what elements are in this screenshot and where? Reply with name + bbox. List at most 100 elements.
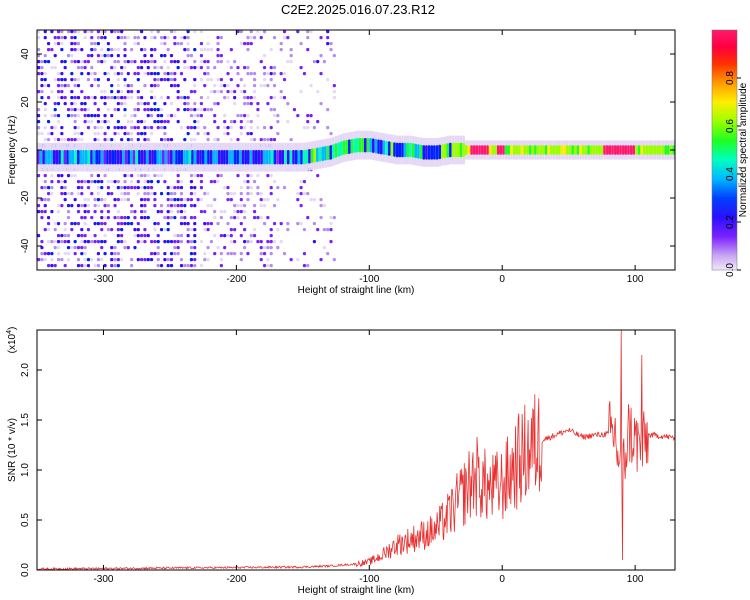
spectrogram-cell bbox=[329, 48, 333, 52]
spectrogram-cell bbox=[193, 138, 197, 142]
spectrogram-cell bbox=[93, 114, 97, 118]
spectrogram-cell bbox=[56, 240, 61, 244]
spectrogram-cell bbox=[153, 66, 157, 70]
spectrogram-cell bbox=[43, 54, 47, 58]
spectrogram-cell bbox=[249, 150, 253, 165]
spectrogram-cell bbox=[120, 240, 124, 244]
spectrogram-cell bbox=[120, 96, 124, 100]
spectrogram-cell bbox=[95, 150, 99, 165]
spectrogram-cell bbox=[143, 150, 146, 165]
spectrogram-cell bbox=[576, 145, 580, 155]
spectrogram-cell bbox=[50, 30, 54, 34]
snr-y-axis-label: SNR (10 * v/v) bbox=[7, 418, 18, 482]
spectrogram-cell bbox=[249, 186, 253, 190]
spectrogram-cell bbox=[140, 216, 144, 220]
spectrogram-cell bbox=[203, 48, 207, 52]
spectrogram-cell bbox=[173, 246, 177, 250]
spectrogram-cell bbox=[206, 246, 210, 250]
spectrogram-cell bbox=[96, 126, 101, 130]
snr-x-ticks: -300 -200 -100 0 100 bbox=[93, 330, 644, 585]
spectrogram-cell bbox=[127, 150, 130, 165]
spectrogram-cell bbox=[56, 210, 61, 214]
spectrogram-cell bbox=[149, 60, 154, 64]
spectrogram-cell bbox=[113, 198, 117, 202]
spectrogram-cell bbox=[216, 90, 220, 94]
spectrogram-cell bbox=[83, 234, 87, 238]
spectrogram-cell bbox=[98, 150, 101, 165]
spectrogram-cell bbox=[196, 150, 200, 165]
spectrogram-cell bbox=[43, 72, 47, 76]
spectrogram-cell bbox=[90, 96, 94, 100]
spectrogram-cell bbox=[531, 145, 535, 155]
spectrogram-cell bbox=[96, 78, 101, 82]
spectrogram-cell bbox=[116, 102, 120, 106]
spectrogram-cell bbox=[90, 120, 94, 124]
spectrogram-cell bbox=[216, 60, 220, 64]
spectrogram-cell bbox=[106, 186, 110, 190]
spectrogram-cell bbox=[302, 228, 307, 232]
spectrogram-cell bbox=[523, 145, 527, 155]
spectrogram-cell bbox=[189, 108, 194, 112]
spectrogram-cell bbox=[76, 204, 81, 208]
spectrogram-cell bbox=[123, 102, 127, 106]
spectrogram-cell bbox=[156, 234, 160, 238]
spectrogram-cell bbox=[306, 192, 310, 196]
spectrogram-cell bbox=[172, 150, 176, 165]
spectrogram-cell bbox=[133, 186, 137, 190]
spectrogram-cell bbox=[173, 36, 177, 40]
spectrogram-cell bbox=[249, 174, 253, 178]
spectrogram-cell bbox=[239, 234, 243, 238]
spectrogram-cell bbox=[56, 72, 61, 76]
spectrogram-cell bbox=[143, 108, 147, 112]
spectrogram-cell bbox=[239, 120, 243, 124]
spectrogram-cell bbox=[581, 145, 585, 155]
spectrogram-cell bbox=[229, 234, 233, 238]
spectrogram-cell bbox=[282, 78, 287, 82]
spectrogram-cell bbox=[63, 78, 67, 82]
spectrogram-cell bbox=[43, 114, 47, 118]
spectrogram-cell bbox=[113, 204, 117, 208]
spectrogram-cell bbox=[189, 264, 194, 268]
spectrogram-cell bbox=[120, 138, 124, 142]
spectrogram-cell bbox=[233, 216, 237, 220]
spectrogram-cell bbox=[587, 145, 590, 155]
spectrogram-cell bbox=[120, 72, 124, 76]
spectrogram-cell bbox=[302, 192, 307, 196]
spectrogram-cell bbox=[73, 198, 77, 202]
spectrogram-cell bbox=[83, 66, 87, 70]
spectrogram-cell bbox=[56, 246, 61, 250]
spectrogram-cell bbox=[296, 114, 300, 118]
spectrogram-cell bbox=[106, 210, 110, 214]
spectrogram-cell bbox=[319, 36, 323, 40]
spectrogram-cell bbox=[183, 216, 187, 220]
spectrogram-cell bbox=[76, 138, 81, 142]
spectrogram-cell bbox=[110, 228, 114, 232]
spectrogram-cell bbox=[401, 142, 404, 158]
spectrogram-cell bbox=[216, 126, 220, 130]
spectrogram-cell bbox=[110, 114, 114, 118]
spectrogram-cell bbox=[126, 216, 130, 220]
spectrogram-cell bbox=[136, 126, 140, 130]
spectrogram-cell bbox=[201, 150, 205, 165]
spectrogram-cell bbox=[459, 142, 463, 158]
spectrogram-cell bbox=[60, 204, 64, 208]
spectrogram-cell bbox=[462, 142, 465, 158]
spectrogram-cell bbox=[56, 102, 61, 106]
spectrogram-cell bbox=[103, 240, 107, 244]
spectrogram-cell bbox=[43, 102, 47, 106]
spectrogram-cell bbox=[83, 60, 87, 64]
spectrogram-cell bbox=[306, 120, 310, 124]
spectrogram-cell bbox=[219, 252, 223, 256]
spectrogram-cell bbox=[296, 222, 300, 226]
spectrogram-cell bbox=[206, 42, 210, 46]
spectrogram-cell bbox=[37, 126, 41, 130]
spectrogram-cell bbox=[651, 145, 654, 155]
spectrogram-cell bbox=[223, 150, 226, 165]
spectrogram-cell bbox=[87, 150, 91, 165]
spectrogram-cell bbox=[42, 150, 45, 165]
spectrogram-cell bbox=[130, 258, 134, 262]
spectrogram-cell bbox=[249, 72, 253, 76]
spectrogram-cell bbox=[130, 96, 134, 100]
spectrogram-cell bbox=[74, 150, 77, 165]
spectrogram-cell bbox=[50, 264, 54, 268]
